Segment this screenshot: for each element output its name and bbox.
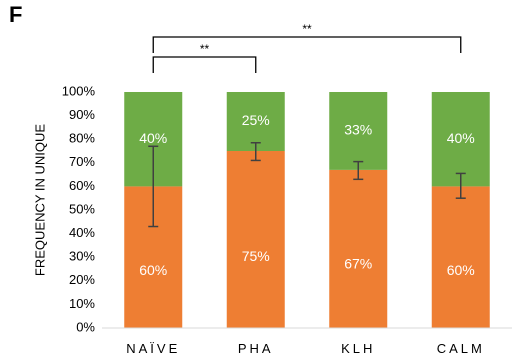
y-tick-label: 50% xyxy=(69,201,95,216)
bar-segment xyxy=(431,92,490,187)
significance-label: ** xyxy=(200,42,210,56)
y-tick-label: 30% xyxy=(69,249,95,264)
y-axis-label: FREQUENCY IN UNIQUE xyxy=(32,124,47,276)
y-tick-label: 40% xyxy=(69,225,95,240)
y-tick-label: 10% xyxy=(69,296,95,311)
bar-segment xyxy=(329,169,388,328)
bar-segment xyxy=(226,151,285,328)
x-tick-label: CALM xyxy=(437,341,485,356)
y-tick-label: 70% xyxy=(69,154,95,169)
x-tick-label: KLH xyxy=(341,341,375,356)
bar-segment xyxy=(329,92,388,170)
significance-bracket xyxy=(152,56,257,73)
data-label: 75% xyxy=(242,248,270,264)
y-tick-label: 0% xyxy=(76,319,95,334)
bar-segment xyxy=(226,92,285,151)
data-label: 40% xyxy=(447,130,475,146)
y-tick-label: 80% xyxy=(69,131,95,146)
y-tick-label: 60% xyxy=(69,178,95,193)
data-label: 60% xyxy=(447,262,475,278)
data-label: 25% xyxy=(242,112,270,128)
data-label: 33% xyxy=(344,122,372,138)
data-label: 67% xyxy=(344,255,372,271)
significance-bracket xyxy=(152,36,462,53)
data-label: 40% xyxy=(139,130,167,146)
significance-label: ** xyxy=(302,22,312,36)
y-tick-label: 20% xyxy=(69,272,95,287)
y-tick-label: 100% xyxy=(62,83,96,98)
x-tick-label: PHA xyxy=(238,341,274,356)
panel-label: F xyxy=(9,2,23,27)
x-tick-label: NAÏVE xyxy=(126,341,180,356)
y-tick-label: 90% xyxy=(69,107,95,122)
data-label: 60% xyxy=(139,262,167,278)
bar-segment xyxy=(431,186,490,328)
